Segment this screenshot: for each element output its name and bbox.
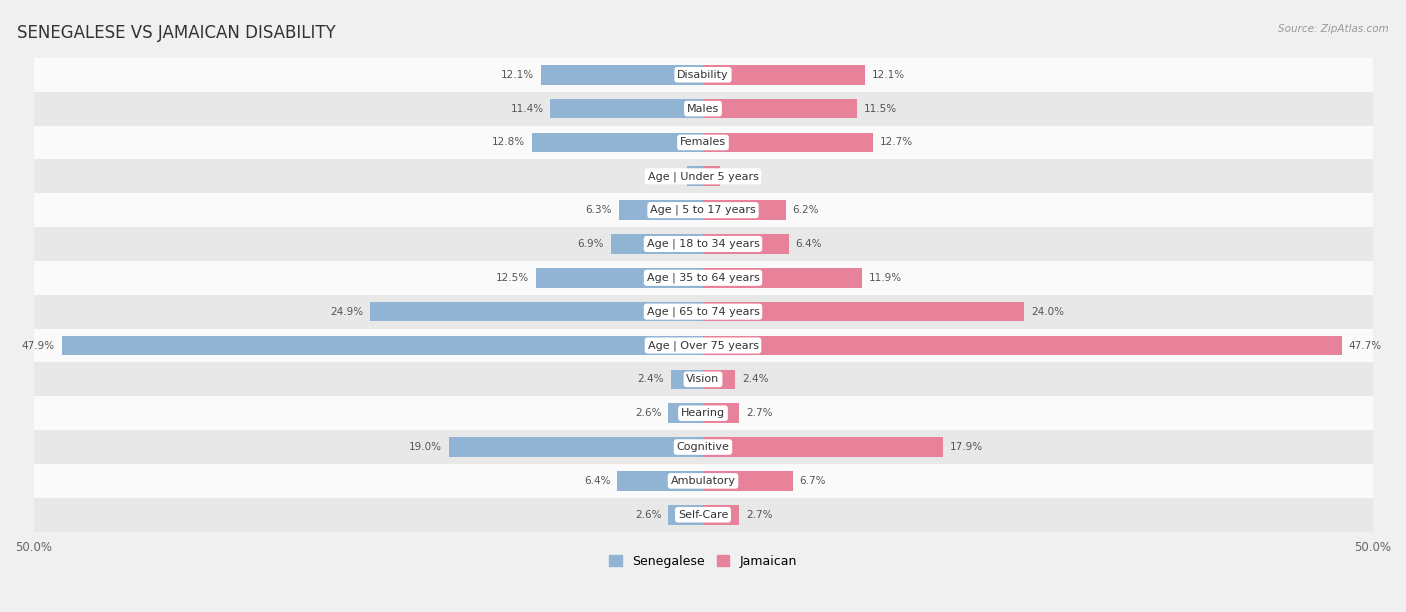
FancyBboxPatch shape	[34, 329, 1372, 362]
Bar	[370, 302, 703, 321]
Text: 6.4%: 6.4%	[583, 476, 610, 486]
Text: Age | Over 75 years: Age | Over 75 years	[648, 340, 758, 351]
Bar	[536, 268, 703, 288]
FancyBboxPatch shape	[34, 397, 1372, 430]
Text: 11.4%: 11.4%	[510, 103, 544, 114]
Text: Age | 35 to 64 years: Age | 35 to 64 years	[647, 272, 759, 283]
Bar	[610, 234, 703, 254]
Bar	[703, 166, 720, 186]
Text: 1.3%: 1.3%	[727, 171, 754, 181]
Legend: Senegalese, Jamaican: Senegalese, Jamaican	[605, 550, 801, 573]
Text: 2.6%: 2.6%	[636, 510, 661, 520]
Text: 11.9%: 11.9%	[869, 273, 903, 283]
Bar	[688, 166, 703, 186]
Text: Age | Under 5 years: Age | Under 5 years	[648, 171, 758, 182]
FancyBboxPatch shape	[34, 58, 1372, 92]
FancyBboxPatch shape	[34, 125, 1372, 159]
Text: 2.4%: 2.4%	[638, 375, 664, 384]
Text: 2.4%: 2.4%	[742, 375, 768, 384]
Text: 24.9%: 24.9%	[330, 307, 363, 316]
Bar	[703, 200, 786, 220]
Text: 6.4%: 6.4%	[796, 239, 823, 249]
Bar	[668, 505, 703, 524]
Text: SENEGALESE VS JAMAICAN DISABILITY: SENEGALESE VS JAMAICAN DISABILITY	[17, 24, 336, 42]
Text: Ambulatory: Ambulatory	[671, 476, 735, 486]
Bar	[703, 268, 862, 288]
Text: 6.7%: 6.7%	[800, 476, 825, 486]
Text: 12.5%: 12.5%	[496, 273, 529, 283]
Text: Disability: Disability	[678, 70, 728, 80]
Text: 47.7%: 47.7%	[1348, 340, 1382, 351]
Text: Cognitive: Cognitive	[676, 442, 730, 452]
FancyBboxPatch shape	[34, 159, 1372, 193]
Text: 2.6%: 2.6%	[636, 408, 661, 418]
Bar	[703, 99, 858, 118]
Bar	[668, 403, 703, 423]
Bar	[531, 133, 703, 152]
FancyBboxPatch shape	[34, 464, 1372, 498]
Bar	[703, 437, 942, 457]
FancyBboxPatch shape	[34, 193, 1372, 227]
Text: Self-Care: Self-Care	[678, 510, 728, 520]
FancyBboxPatch shape	[34, 261, 1372, 295]
FancyBboxPatch shape	[34, 362, 1372, 397]
Bar	[449, 437, 703, 457]
Bar	[541, 65, 703, 84]
Text: 2.7%: 2.7%	[745, 510, 772, 520]
Text: 12.1%: 12.1%	[501, 70, 534, 80]
Text: 24.0%: 24.0%	[1031, 307, 1064, 316]
Text: Age | 65 to 74 years: Age | 65 to 74 years	[647, 307, 759, 317]
FancyBboxPatch shape	[34, 295, 1372, 329]
Text: 6.3%: 6.3%	[585, 205, 612, 215]
Text: 12.1%: 12.1%	[872, 70, 905, 80]
Text: Females: Females	[681, 138, 725, 147]
Bar	[619, 200, 703, 220]
Bar	[703, 234, 789, 254]
Bar	[62, 336, 703, 356]
Bar	[703, 302, 1025, 321]
FancyBboxPatch shape	[34, 227, 1372, 261]
Text: 11.5%: 11.5%	[863, 103, 897, 114]
Text: 19.0%: 19.0%	[409, 442, 441, 452]
Bar	[703, 403, 740, 423]
FancyBboxPatch shape	[34, 498, 1372, 532]
Bar	[550, 99, 703, 118]
Text: 1.2%: 1.2%	[654, 171, 681, 181]
Text: 6.2%: 6.2%	[793, 205, 820, 215]
Bar	[703, 65, 865, 84]
Text: 17.9%: 17.9%	[949, 442, 983, 452]
Bar	[671, 370, 703, 389]
FancyBboxPatch shape	[34, 430, 1372, 464]
Bar	[703, 336, 1341, 356]
Bar	[617, 471, 703, 491]
Text: Age | 18 to 34 years: Age | 18 to 34 years	[647, 239, 759, 249]
Bar	[703, 505, 740, 524]
Text: Vision: Vision	[686, 375, 720, 384]
Text: Source: ZipAtlas.com: Source: ZipAtlas.com	[1278, 24, 1389, 34]
Bar	[703, 471, 793, 491]
Text: Males: Males	[688, 103, 718, 114]
Text: 12.7%: 12.7%	[880, 138, 912, 147]
Bar	[703, 370, 735, 389]
Text: 2.7%: 2.7%	[745, 408, 772, 418]
Text: 47.9%: 47.9%	[22, 340, 55, 351]
Bar	[703, 133, 873, 152]
Text: 12.8%: 12.8%	[492, 138, 524, 147]
Text: Age | 5 to 17 years: Age | 5 to 17 years	[650, 205, 756, 215]
Text: Hearing: Hearing	[681, 408, 725, 418]
Text: 6.9%: 6.9%	[578, 239, 605, 249]
FancyBboxPatch shape	[34, 92, 1372, 125]
